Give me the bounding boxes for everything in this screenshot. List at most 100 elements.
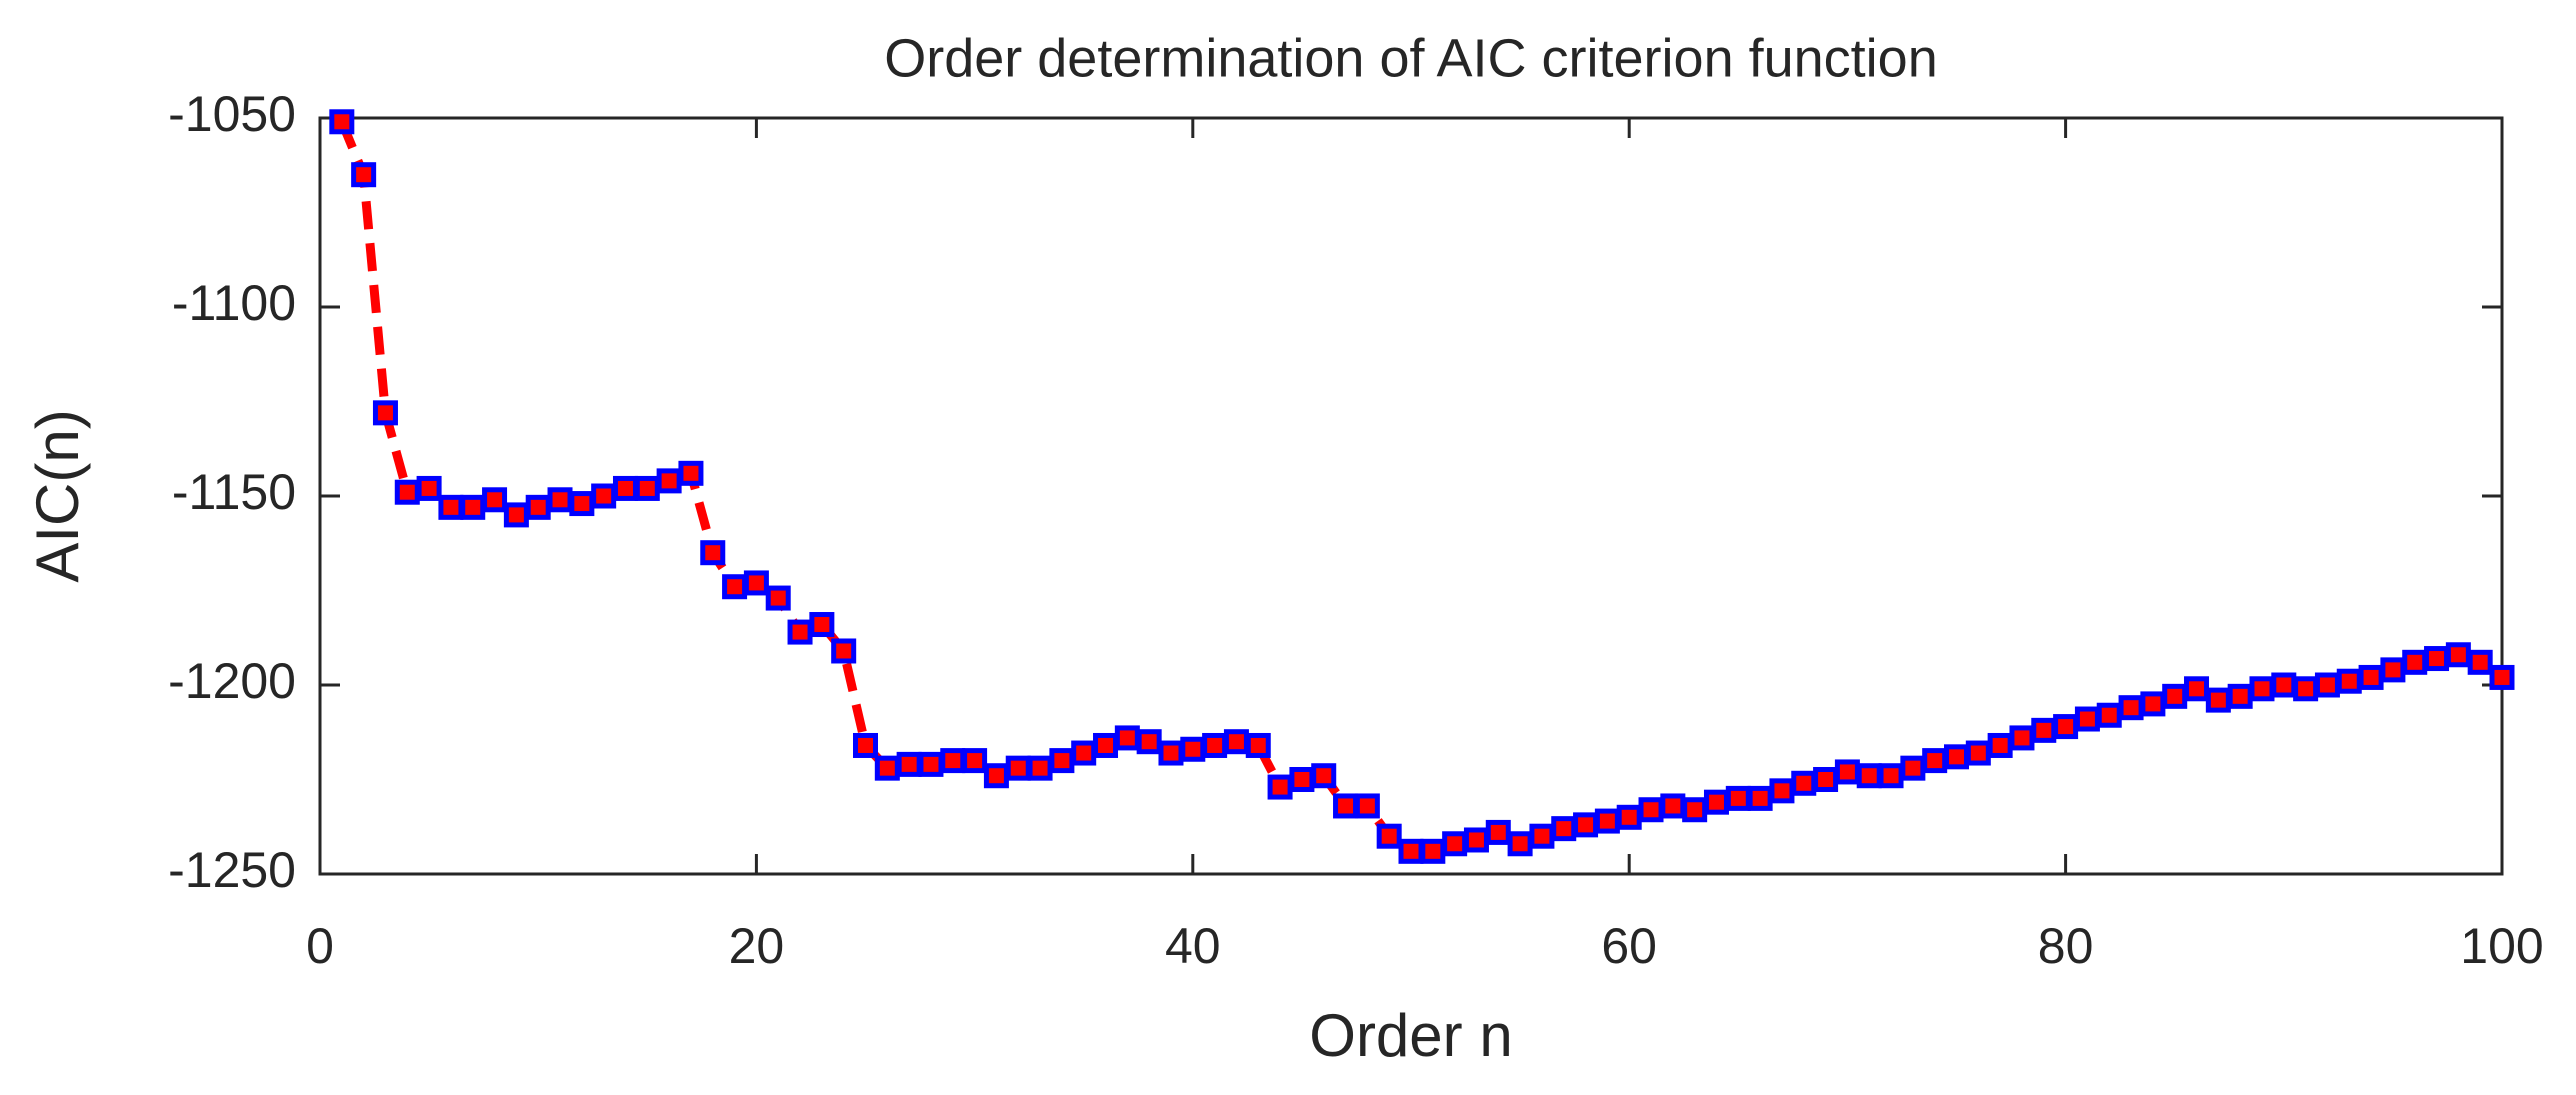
data-marker (2402, 649, 2428, 675)
x-tick-label: 20 (729, 918, 785, 974)
data-marker (2205, 687, 2231, 713)
data-marker (962, 748, 988, 774)
data-marker (1158, 740, 1184, 766)
data-marker (1442, 831, 1468, 857)
y-tick-label: -1100 (172, 275, 296, 331)
data-marker (329, 109, 355, 135)
data-marker (656, 468, 682, 494)
data-marker (765, 585, 791, 611)
data-marker (1944, 744, 1969, 770)
data-marker (2467, 649, 2493, 675)
data-marker (983, 763, 1009, 789)
data-marker (1463, 827, 1489, 853)
data-marker (1987, 732, 2013, 758)
data-marker (1725, 785, 1751, 811)
data-marker (460, 494, 486, 520)
data-marker (2096, 702, 2122, 728)
data-marker (2031, 717, 2057, 743)
data-marker (547, 487, 573, 513)
y-axis-label: AIC(n) (24, 409, 91, 582)
data-marker (2053, 714, 2079, 740)
data-marker (1747, 785, 1773, 811)
data-marker (2162, 683, 2188, 709)
data-marker (743, 570, 769, 596)
data-marker (569, 491, 595, 517)
x-tick-label: 100 (2460, 918, 2543, 974)
data-marker (591, 483, 617, 509)
data-marker (1791, 770, 1817, 796)
data-marker (503, 502, 529, 528)
data-marker (1354, 793, 1380, 819)
data-marker (2118, 695, 2144, 721)
data-marker (1638, 797, 1664, 823)
data-marker (1114, 725, 1140, 751)
data-marker (1005, 755, 1031, 781)
data-marker (525, 494, 551, 520)
data-marker (1027, 755, 1053, 781)
data-marker (1202, 732, 1228, 758)
data-marker (2314, 672, 2340, 698)
data-marker (1703, 789, 1729, 815)
data-marker (896, 751, 922, 777)
x-axis-label: Order n (1309, 1002, 1512, 1069)
data-marker (2424, 646, 2450, 672)
data-marker (1922, 748, 1948, 774)
data-marker (1071, 740, 1097, 766)
data-marker (1878, 763, 1904, 789)
data-marker (2184, 676, 2210, 702)
data-marker (1267, 774, 1293, 800)
data-marker (1682, 797, 1708, 823)
data-marker (1420, 838, 1446, 864)
data-marker (1093, 732, 1119, 758)
data-marker (853, 732, 878, 758)
data-marker (918, 751, 944, 777)
data-marker (1769, 778, 1795, 804)
data-marker (1245, 732, 1271, 758)
data-marker (831, 638, 857, 664)
data-marker (1485, 819, 1511, 845)
data-marker (1856, 763, 1882, 789)
data-marker (700, 540, 726, 566)
data-marker (2140, 691, 2166, 717)
y-tick-label: -1200 (168, 653, 296, 709)
data-marker (2489, 664, 2515, 690)
data-marker (634, 475, 660, 501)
data-marker (787, 619, 813, 645)
data-marker (2249, 676, 2275, 702)
data-marker (1311, 763, 1337, 789)
data-marker (482, 487, 508, 513)
chart-title: Order determination of AIC criterion fun… (884, 28, 1938, 88)
data-marker (809, 612, 835, 638)
data-marker (1507, 831, 1533, 857)
data-marker (940, 748, 966, 774)
data-marker (1376, 823, 1402, 849)
data-marker (2336, 668, 2362, 694)
data-marker (2358, 664, 2384, 690)
data-marker (2074, 706, 2100, 732)
data-marker (1551, 816, 1577, 842)
data-marker (372, 400, 398, 426)
data-marker (2445, 642, 2471, 668)
data-marker (1900, 755, 1926, 781)
data-marker (351, 162, 377, 188)
x-tick-label: 80 (2038, 918, 2094, 974)
data-marker (1965, 740, 1991, 766)
data-marker (1289, 767, 1315, 792)
data-marker (1398, 838, 1424, 864)
x-tick-label: 0 (306, 918, 334, 974)
data-marker (1594, 808, 1620, 834)
data-marker (874, 755, 900, 781)
data-marker (2009, 725, 2035, 751)
x-tick-label: 60 (1601, 918, 1657, 974)
data-marker (438, 494, 464, 520)
data-marker (612, 475, 638, 501)
data-marker (678, 460, 704, 486)
y-tick-label: -1150 (172, 464, 296, 520)
data-marker (2227, 683, 2253, 709)
data-marker (1616, 804, 1642, 830)
data-marker (2293, 676, 2319, 702)
data-marker (1333, 793, 1359, 819)
data-marker (1223, 729, 1249, 755)
